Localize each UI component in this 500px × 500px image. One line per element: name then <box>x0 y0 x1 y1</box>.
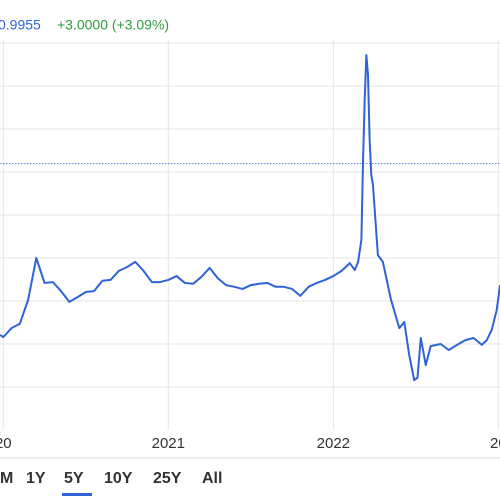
price: 0.9955 <box>0 17 41 33</box>
range-button[interactable]: 5Y <box>64 470 84 487</box>
plot <box>0 54 500 382</box>
range-buttons: M 1Y 5Y 10Y 25Y All <box>0 470 222 496</box>
x-tick-label: 20 <box>490 435 500 452</box>
x-tick-label: 2022 <box>317 435 350 452</box>
price-change: +3.0000 (+3.09%) <box>57 17 169 33</box>
selected-underline <box>62 493 92 496</box>
range-button[interactable]: 1Y <box>26 470 46 487</box>
x-tick-label: 2021 <box>152 435 185 452</box>
range-button[interactable]: 25Y <box>153 470 182 487</box>
range-button[interactable]: All <box>202 470 222 487</box>
range-button[interactable]: 10Y <box>104 470 133 487</box>
range-button[interactable]: M <box>0 470 13 487</box>
price-line <box>0 54 500 382</box>
grid: 20 2021 2022 20 <box>0 40 500 452</box>
x-tick-label: 20 <box>0 435 12 452</box>
